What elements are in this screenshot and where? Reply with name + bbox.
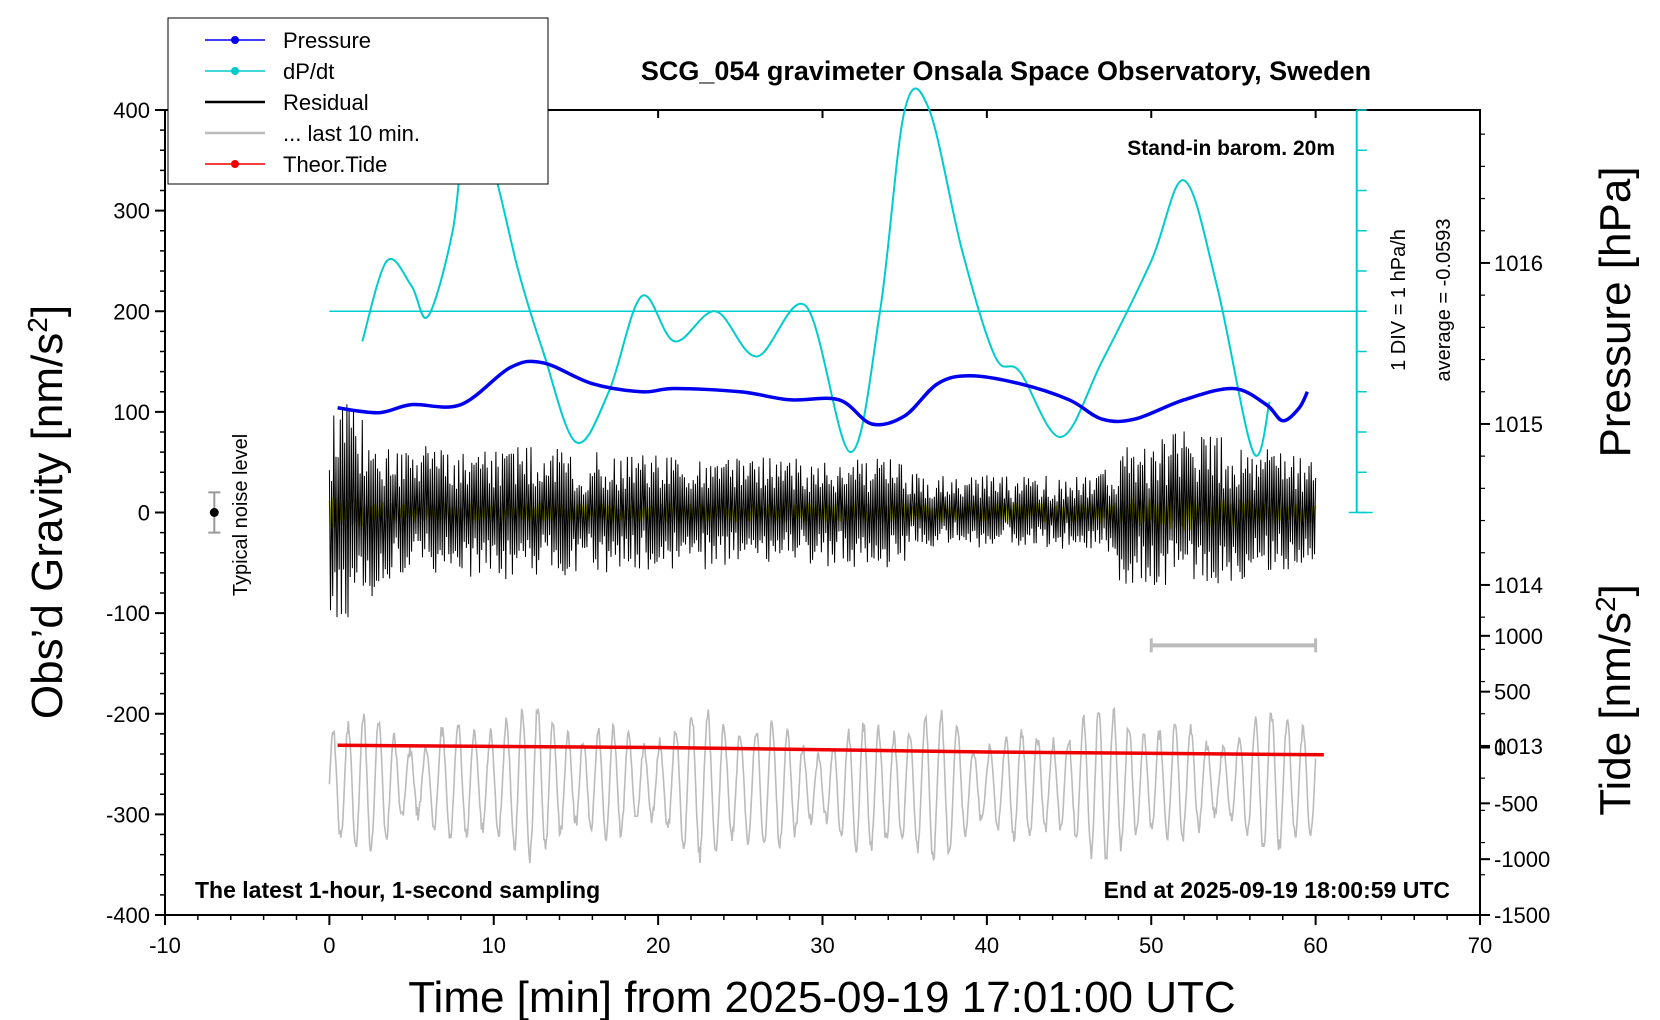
y-left-tick-label: 0 xyxy=(138,501,150,526)
legend-label: ... last 10 min. xyxy=(283,121,420,146)
x-tick-label: 40 xyxy=(975,933,999,958)
y-left-tick-label: -100 xyxy=(106,601,150,626)
legend-label: Theor.Tide xyxy=(283,152,387,177)
x-tick-label: 60 xyxy=(1303,933,1327,958)
y-left-tick-label: -300 xyxy=(106,802,150,827)
legend-swatch-marker xyxy=(231,160,239,168)
tide-tick-label: -1000 xyxy=(1494,847,1550,872)
pressure-line xyxy=(337,359,1309,427)
y-right-tide-title: Tide [nm/s2] xyxy=(1590,584,1641,816)
noise-note: Typical noise level xyxy=(230,434,252,596)
x-tick-label: 0 xyxy=(323,933,335,958)
legend-swatch-marker xyxy=(231,36,239,44)
y-left-tick-label: 400 xyxy=(113,98,150,123)
last-10-min-series xyxy=(328,706,1317,864)
barometer-note: Stand-in barom. 20m xyxy=(1127,137,1335,160)
legend: Pressure dP/dt Residual ... last 10 min. The… xyxy=(167,17,549,185)
axes: -10 0 10 20 30 40 50 60 704003002001000-100-200-… xyxy=(106,98,1550,958)
average-note: average = -0.0593 xyxy=(1433,219,1455,382)
chart-title: SCG_054 gravimeter Onsala Space Observat… xyxy=(641,56,1371,86)
y-left-tick-label: 200 xyxy=(113,299,150,324)
tide-tick-label: 1000 xyxy=(1494,624,1543,649)
legend-label: dP/dt xyxy=(283,59,334,84)
y-left-tick-label: -200 xyxy=(106,702,150,727)
scale-note: 1 DIV = 1 hPa/h xyxy=(1388,229,1410,371)
x-tick-label: 70 xyxy=(1468,933,1492,958)
legend-label: Residual xyxy=(283,90,369,115)
y-left-tick-label: 100 xyxy=(113,400,150,425)
residual-line xyxy=(328,404,1317,618)
tide-tick-label: -1500 xyxy=(1494,903,1550,928)
y-left-tick-label: 300 xyxy=(113,199,150,224)
end-note: End at 2025-09-19 18:00:59 UTC xyxy=(1104,877,1450,903)
noise-point xyxy=(209,508,219,517)
pressure-tick-label: 1015 xyxy=(1494,412,1543,437)
residual-series xyxy=(328,404,1317,618)
pressure-series xyxy=(337,359,1309,427)
x-tick-label: 20 xyxy=(646,933,670,958)
x-tick-label: 50 xyxy=(1139,933,1163,958)
y-left-tick-label: -400 xyxy=(106,903,150,928)
y-right-pressure-title: Pressure [hPa] xyxy=(1591,166,1640,457)
dpdt-scale-axis xyxy=(1348,109,1373,514)
latest-note: The latest 1-hour, 1-second sampling xyxy=(195,877,600,903)
x-tick-label: 30 xyxy=(810,933,834,958)
annotation-marks xyxy=(208,491,1318,653)
y-left-axis-title: Obs’d Gravity [nm/s2] xyxy=(22,305,73,719)
theor-tide-series xyxy=(337,743,1324,757)
pressure-tick-label: 1016 xyxy=(1494,251,1543,276)
last-10-min-line xyxy=(328,706,1317,864)
x-axis-title: Time [min] from 2025-09-19 17:01:00 UTC xyxy=(408,973,1235,1020)
tide-tick-label: 0 xyxy=(1494,736,1506,761)
legend-swatch-marker xyxy=(231,67,239,75)
tide-tick-label: -500 xyxy=(1494,791,1538,816)
x-tick-label: 10 xyxy=(482,933,506,958)
theor-tide-line xyxy=(337,743,1324,757)
pressure-tick-label: 1014 xyxy=(1494,573,1543,598)
tide-tick-label: 500 xyxy=(1494,680,1531,705)
x-tick-label: -10 xyxy=(149,933,181,958)
pressure-tick-label: 1013 xyxy=(1494,734,1543,759)
legend-label: Pressure xyxy=(283,28,371,53)
